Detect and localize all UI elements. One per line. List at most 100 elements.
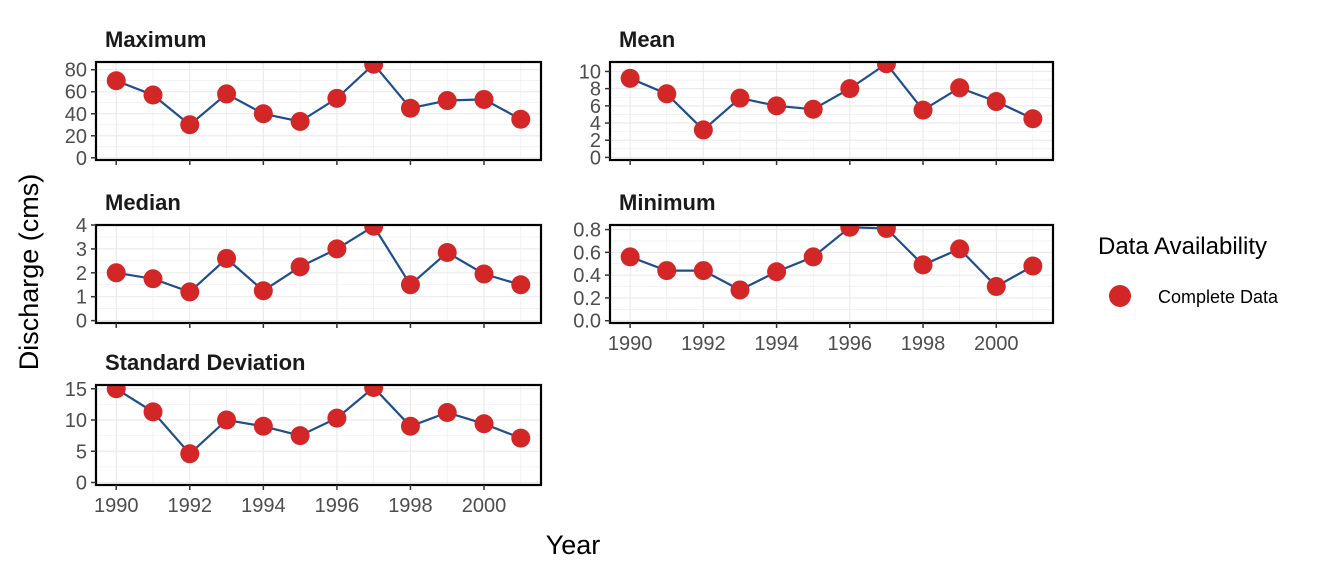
y-tick-label: 15	[65, 379, 87, 401]
data-point	[180, 444, 200, 464]
data-point	[767, 96, 787, 116]
panel-standard-deviation: Standard Deviation 0 5 10 15 1990 1992 1994 1996…	[65, 350, 543, 517]
series	[620, 62, 1043, 140]
data-point	[364, 62, 384, 74]
y-tick-label: 4	[590, 113, 601, 135]
y-tick-label: 0	[76, 148, 87, 170]
data-point	[913, 100, 933, 120]
data-point	[803, 247, 823, 267]
legend-key-point	[1109, 285, 1131, 307]
data-point	[400, 416, 420, 436]
data-point	[400, 275, 420, 295]
y-tick-label: 0.0	[573, 311, 601, 333]
data-point	[767, 262, 787, 282]
panel-title: Minimum	[619, 190, 716, 215]
grid	[610, 62, 1053, 160]
y-tick-label: 0	[76, 311, 87, 333]
x-axis-title: Year	[546, 530, 601, 560]
y-tick-label: 5	[76, 441, 87, 463]
x-tick-label: 1990	[608, 333, 653, 355]
panel-title: Maximum	[105, 27, 206, 52]
data-point	[106, 263, 126, 283]
data-point	[290, 257, 310, 277]
x-tick-label: 1996	[315, 495, 360, 517]
data-point	[986, 92, 1006, 112]
x-tick-label: 1996	[828, 333, 873, 355]
data-point	[143, 402, 163, 422]
grid	[610, 225, 1053, 323]
y-tick-label: 2	[76, 263, 87, 285]
x-tick-label: 1994	[754, 333, 799, 355]
data-point	[437, 91, 457, 111]
legend-label: Complete Data	[1158, 287, 1279, 307]
y-tick-label: 40	[65, 104, 87, 126]
y-tick-label: 6	[590, 96, 601, 118]
y-tick-label: 3	[76, 239, 87, 261]
series	[106, 385, 531, 464]
series-line	[629, 62, 1034, 132]
data-point	[511, 109, 531, 129]
data-point	[657, 261, 677, 281]
grid	[96, 62, 541, 160]
data-point	[180, 115, 200, 135]
data-point	[730, 280, 750, 300]
series-line	[116, 225, 522, 294]
data-point	[730, 88, 750, 108]
data-point	[511, 275, 531, 295]
panel-border	[608, 60, 1055, 162]
panel-title: Standard Deviation	[105, 350, 305, 375]
y-tick-label: 60	[65, 82, 87, 104]
panel-border	[94, 60, 543, 162]
panel-minimum: Minimum 0.00.20.40.60.8 1990 1992 1994 1996 19…	[573, 190, 1055, 355]
y-tick-label: 0.2	[573, 288, 601, 310]
data-point	[693, 120, 713, 140]
data-point	[474, 414, 494, 434]
panel-title: Mean	[619, 27, 675, 52]
x-tick-label: 2000	[462, 495, 507, 517]
series	[106, 225, 531, 302]
y-tick-label: 2	[590, 130, 601, 152]
y-tick-label: 0.6	[573, 242, 601, 264]
y-tick-label: 0	[76, 473, 87, 495]
y-tick-label: 80	[65, 60, 87, 82]
grid	[96, 225, 541, 323]
data-point	[253, 281, 273, 301]
data-point	[950, 239, 970, 259]
data-point	[511, 428, 531, 448]
data-point	[143, 85, 163, 105]
data-point	[840, 225, 860, 237]
panel-border	[94, 223, 543, 325]
data-point	[803, 99, 823, 119]
data-point	[474, 264, 494, 284]
data-point	[327, 408, 347, 428]
data-point	[986, 277, 1006, 297]
data-point	[364, 385, 384, 397]
series	[620, 225, 1043, 300]
y-tick-label: 0	[590, 147, 601, 169]
data-point	[217, 248, 237, 268]
data-point	[474, 89, 494, 109]
data-point	[1023, 256, 1043, 276]
data-point	[106, 385, 126, 399]
panel-title: Median	[105, 190, 181, 215]
x-tick-label: 1998	[901, 333, 946, 355]
data-point	[1023, 109, 1043, 129]
data-point	[180, 282, 200, 302]
y-tick-label: 10	[579, 61, 601, 83]
data-point	[290, 426, 310, 446]
panel-border	[94, 383, 543, 487]
y-tick-label: 4	[76, 215, 87, 237]
x-tick-label: 1990	[94, 495, 139, 517]
x-tick-label: 1992	[168, 495, 213, 517]
data-point	[840, 79, 860, 99]
legend: Data Availability Complete Data	[1098, 233, 1279, 307]
x-tick-label: 1994	[241, 495, 286, 517]
y-tick-label: 10	[65, 410, 87, 432]
x-tick-label: 1998	[388, 495, 433, 517]
data-point	[657, 84, 677, 104]
data-point	[253, 104, 273, 124]
y-tick-label: 0.4	[573, 265, 601, 287]
